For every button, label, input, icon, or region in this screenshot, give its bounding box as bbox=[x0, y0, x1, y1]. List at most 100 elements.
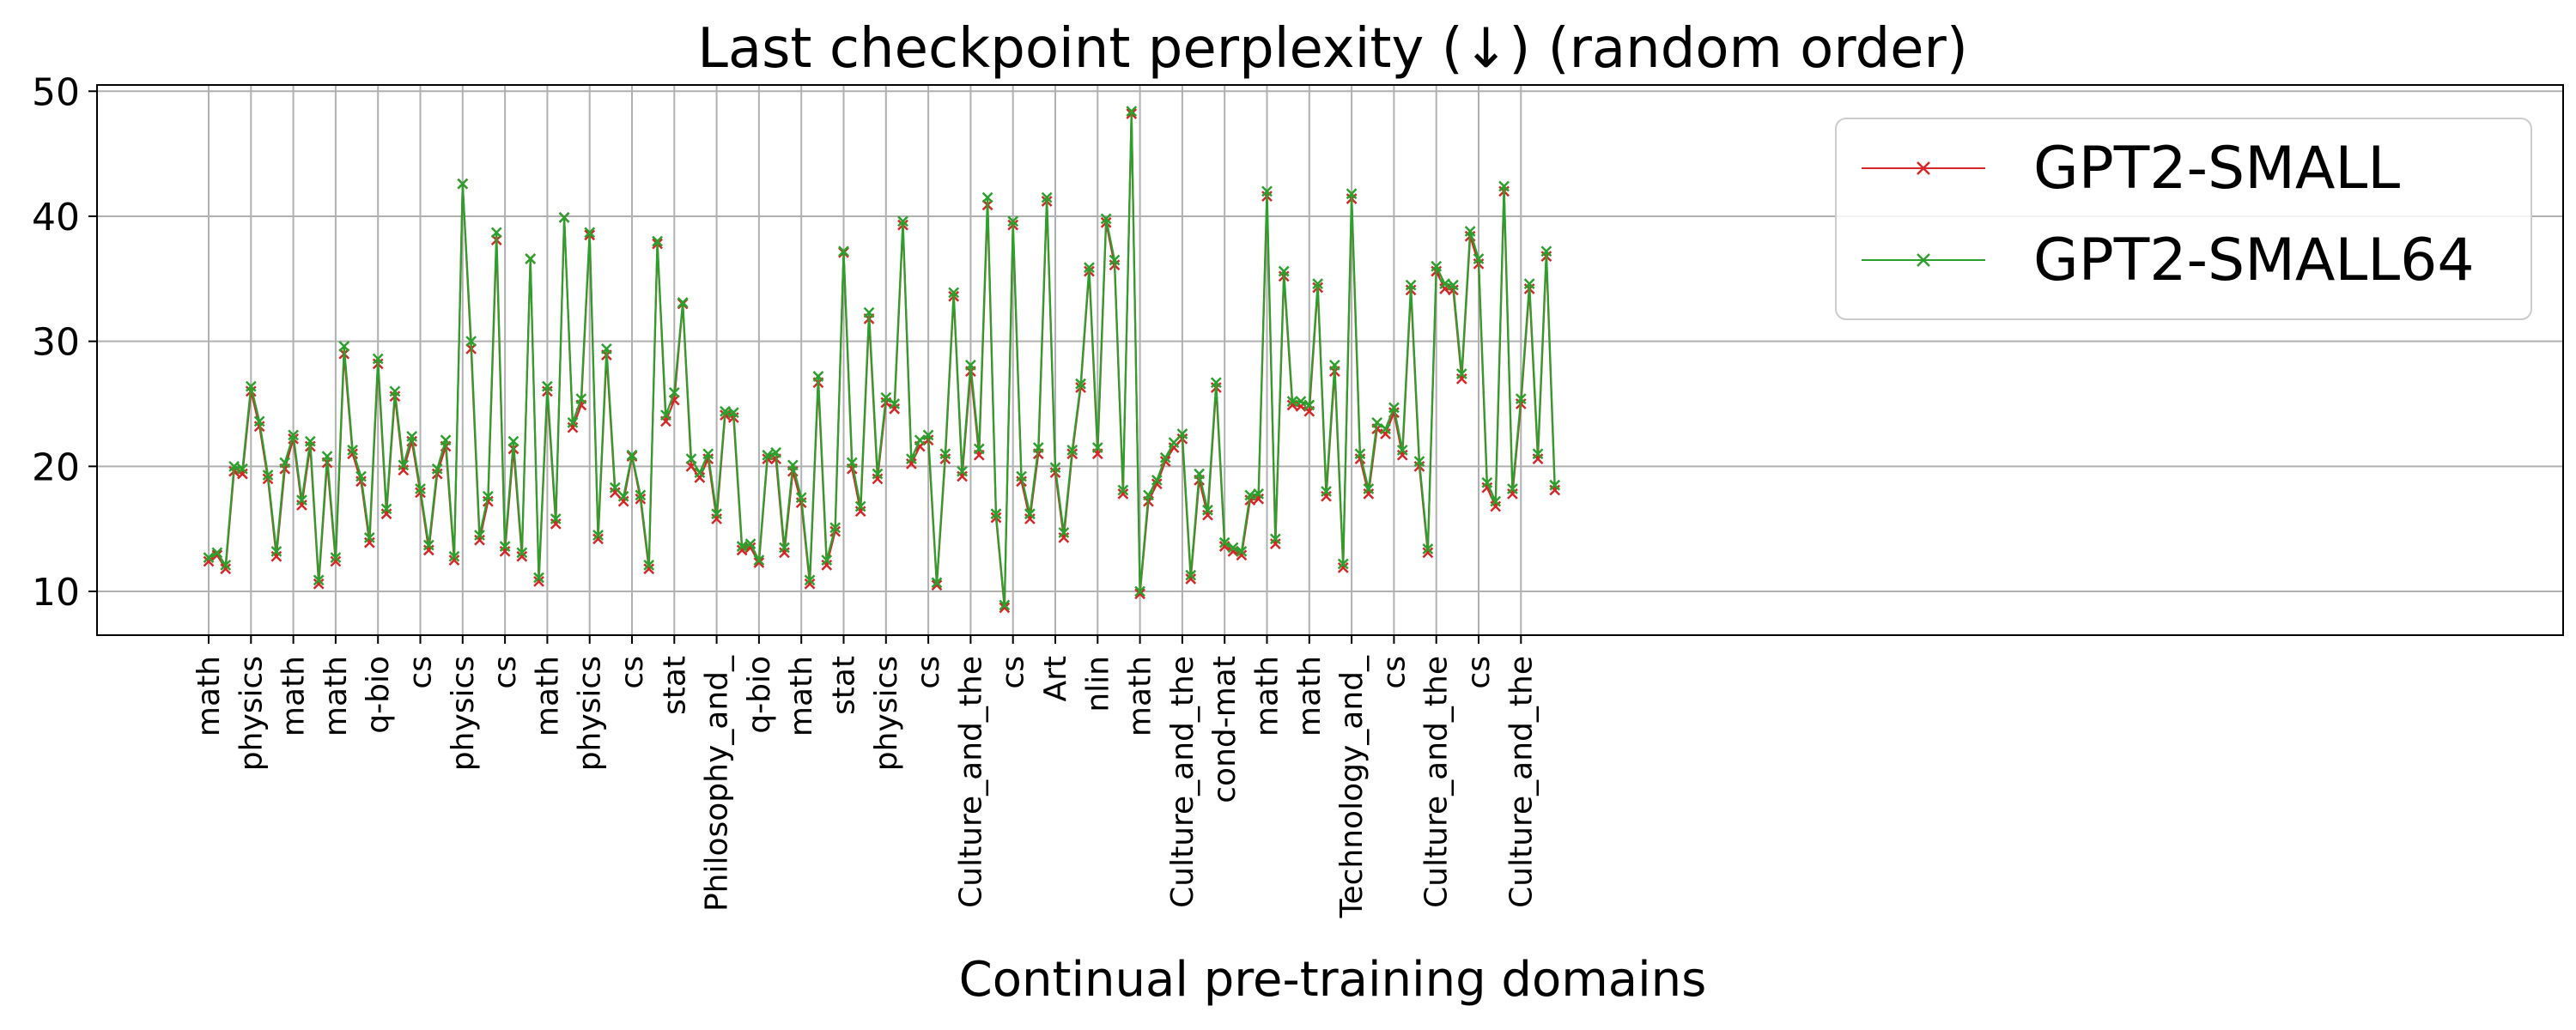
data-point-gpt2-small64 bbox=[457, 178, 469, 190]
data-point-gpt2-small bbox=[1422, 547, 1434, 559]
data-point-gpt2-small64 bbox=[1058, 527, 1070, 538]
x-tick-label: Culture_and_the bbox=[1165, 656, 1200, 908]
data-point-gpt2-small bbox=[829, 525, 841, 537]
data-point-gpt2-small64 bbox=[1202, 504, 1213, 516]
x-tick-label: Philosophy_and_ bbox=[700, 655, 735, 912]
series-lines bbox=[203, 106, 1561, 614]
data-point-gpt2-small64 bbox=[1532, 448, 1544, 460]
data-point-gpt2-small64 bbox=[279, 457, 291, 469]
data-point-gpt2-small64 bbox=[727, 407, 739, 419]
data-point-gpt2-small bbox=[533, 575, 544, 587]
data-point-gpt2-small bbox=[804, 578, 816, 590]
data-point-gpt2-small64 bbox=[762, 449, 774, 461]
data-point-gpt2-small64 bbox=[626, 449, 638, 461]
data-point-gpt2-small64 bbox=[1473, 253, 1485, 264]
x-tick-label: stat bbox=[657, 656, 692, 715]
data-point-gpt2-small64 bbox=[1194, 468, 1206, 480]
data-point-gpt2-small64 bbox=[1269, 533, 1281, 545]
data-point-gpt2-small64 bbox=[474, 530, 485, 541]
data-point-gpt2-small bbox=[694, 472, 706, 483]
data-point-gpt2-small64 bbox=[304, 435, 316, 447]
data-point-gpt2-small64 bbox=[313, 574, 325, 586]
data-point-gpt2-small64 bbox=[1346, 188, 1358, 200]
data-point-gpt2-small64 bbox=[203, 552, 215, 564]
legend-label-gpt2-small64: GPT2-SMALL64 bbox=[2033, 227, 2475, 294]
data-point-gpt2-small64 bbox=[609, 482, 621, 494]
data-point-gpt2-small64 bbox=[1117, 484, 1129, 496]
data-point-gpt2-small bbox=[592, 533, 604, 545]
data-point-gpt2-small64 bbox=[939, 448, 951, 460]
data-point-gpt2-small64 bbox=[812, 371, 824, 382]
x-tick-label: cond-mat bbox=[1207, 656, 1242, 803]
x-tick-label: Culture_and_the bbox=[1504, 656, 1539, 908]
data-point-gpt2-small bbox=[516, 550, 528, 562]
data-point-gpt2-small64 bbox=[999, 599, 1011, 611]
data-point-gpt2-small64 bbox=[1490, 495, 1502, 507]
data-point-gpt2-small bbox=[1134, 588, 1145, 600]
x-tick-label: math bbox=[319, 656, 354, 736]
data-point-gpt2-small64 bbox=[338, 341, 350, 352]
data-point-gpt2-small64 bbox=[1498, 180, 1510, 192]
x-tick-label: cs bbox=[911, 656, 946, 689]
data-point-gpt2-small64 bbox=[829, 522, 841, 534]
data-point-gpt2-small64 bbox=[1431, 260, 1443, 272]
x-tick-label: physics bbox=[869, 656, 904, 771]
data-point-gpt2-small64 bbox=[1218, 536, 1230, 548]
data-point-gpt2-small64 bbox=[363, 531, 375, 543]
data-point-gpt2-small64 bbox=[1396, 445, 1408, 456]
data-point-gpt2-small64 bbox=[770, 446, 782, 458]
data-point-gpt2-small64 bbox=[542, 380, 553, 392]
y-tick-label: 20 bbox=[32, 445, 80, 489]
data-point-gpt2-small64 bbox=[694, 467, 706, 478]
data-point-gpt2-small64 bbox=[736, 541, 748, 552]
x-axis-label: Continual pre-training domains bbox=[959, 952, 1707, 1008]
data-point-gpt2-small64 bbox=[592, 530, 604, 541]
data-point-gpt2-small64 bbox=[237, 463, 248, 475]
data-point-gpt2-small64 bbox=[347, 445, 359, 456]
data-point-gpt2-small bbox=[999, 602, 1011, 614]
data-point-gpt2-small64 bbox=[897, 215, 908, 227]
data-point-gpt2-small64 bbox=[270, 546, 283, 557]
data-point-gpt2-small64 bbox=[220, 560, 232, 571]
legend-box bbox=[1835, 118, 2532, 320]
data-point-gpt2-small64 bbox=[1549, 479, 1561, 491]
data-point-gpt2-small64 bbox=[1253, 488, 1265, 500]
data-point-gpt2-small64 bbox=[1540, 245, 1552, 258]
data-point-gpt2-small64 bbox=[601, 343, 612, 354]
data-point-gpt2-small64 bbox=[211, 547, 223, 559]
data-point-gpt2-small64 bbox=[1236, 546, 1248, 557]
data-point-gpt2-small64 bbox=[1405, 279, 1417, 291]
data-point-gpt2-small64 bbox=[973, 443, 985, 455]
data-point-gpt2-small64 bbox=[1448, 279, 1459, 291]
data-point-gpt2-small64 bbox=[1303, 399, 1315, 411]
data-point-gpt2-small64 bbox=[380, 503, 392, 515]
chart-title: Last checkpoint perplexity (↓) (random o… bbox=[697, 17, 1968, 81]
data-point-gpt2-small64 bbox=[1185, 569, 1197, 581]
data-point-gpt2-small64 bbox=[1100, 213, 1112, 225]
data-point-gpt2-small64 bbox=[288, 429, 299, 441]
grid-lines bbox=[97, 85, 2563, 635]
data-point-gpt2-small64 bbox=[1481, 476, 1493, 488]
data-point-gpt2-small64 bbox=[1134, 585, 1145, 597]
data-point-gpt2-small64 bbox=[872, 468, 884, 480]
data-point-gpt2-small bbox=[931, 579, 943, 591]
data-point-gpt2-small64 bbox=[643, 560, 655, 571]
y-tick-label: 30 bbox=[32, 321, 80, 365]
data-point-gpt2-small64 bbox=[448, 550, 460, 562]
y-tick-label: 40 bbox=[32, 196, 80, 239]
data-point-gpt2-small64 bbox=[440, 434, 452, 446]
data-point-gpt2-small bbox=[643, 563, 655, 575]
data-point-gpt2-small64 bbox=[431, 463, 443, 475]
data-point-gpt2-small64 bbox=[652, 235, 663, 247]
x-tick-label: q-bio bbox=[742, 656, 777, 734]
data-point-gpt2-small64 bbox=[821, 554, 833, 566]
data-point-gpt2-small64 bbox=[1328, 359, 1340, 371]
data-point-gpt2-small64 bbox=[584, 227, 596, 239]
data-point-gpt2-small64 bbox=[406, 430, 418, 442]
data-point-gpt2-small64 bbox=[1075, 378, 1086, 390]
data-point-gpt2-small64 bbox=[981, 191, 993, 203]
data-point-gpt2-small64 bbox=[965, 359, 976, 371]
data-point-gpt2-small64 bbox=[1032, 442, 1044, 453]
data-point-gpt2-small64 bbox=[415, 483, 426, 494]
